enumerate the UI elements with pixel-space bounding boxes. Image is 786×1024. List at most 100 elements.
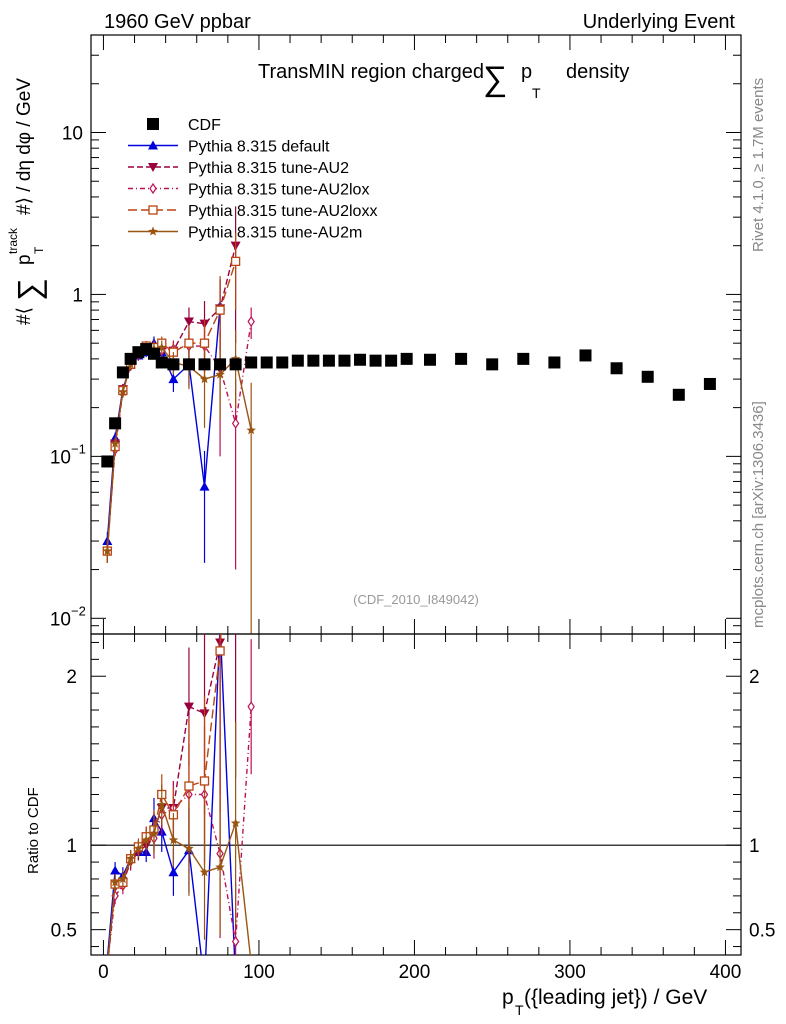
ylabel-sum: ∑ xyxy=(11,278,47,301)
ratio-point xyxy=(247,701,255,713)
ratio-point xyxy=(149,828,159,838)
x-tick-label: 100 xyxy=(243,962,275,983)
legend-marker xyxy=(147,118,159,130)
legend-item-CDF: CDF xyxy=(147,117,221,134)
data-point xyxy=(168,374,179,384)
ratio-point xyxy=(184,781,194,791)
data-point xyxy=(400,352,413,365)
ratio-point xyxy=(231,98,241,107)
legend-item-AU2: Pythia 8.315 tune-AU2 xyxy=(128,160,349,177)
series-line-AU2 xyxy=(106,245,237,552)
ratio-y-tick-label: 2 xyxy=(66,667,77,688)
x-tick-label: 0 xyxy=(98,962,109,983)
legend-label: CDF xyxy=(188,117,221,134)
data-point xyxy=(101,455,114,468)
ratio-y-ticks xyxy=(91,641,741,948)
main-data xyxy=(101,206,716,634)
x-ticks xyxy=(102,634,726,955)
data-point xyxy=(369,354,382,367)
legend-item-AU2m: Pythia 8.315 tune-AU2m xyxy=(128,225,362,242)
data-point xyxy=(548,356,561,369)
title-sum: ∑ xyxy=(483,60,507,98)
y-ticks xyxy=(91,34,741,635)
data-point xyxy=(260,356,273,369)
y-tick-label: 1 xyxy=(72,285,83,306)
data-point xyxy=(155,356,168,369)
data-point xyxy=(102,536,113,546)
ratio-point xyxy=(199,776,210,786)
ratio-y-tick-label-right: 0.5 xyxy=(749,921,775,942)
data-point xyxy=(455,352,468,365)
data-point xyxy=(579,349,592,362)
legend-label: Pythia 8.315 tune-AU2 xyxy=(188,160,349,177)
ratio-point xyxy=(231,975,241,984)
y-tick-exp: −2 xyxy=(71,603,86,618)
xlabel-sub: T xyxy=(515,1002,524,1018)
y-tick-base: 10 xyxy=(50,447,71,468)
ratio-point xyxy=(184,843,194,853)
ratio-y-label: Ratio to CDF xyxy=(25,787,42,874)
data-point xyxy=(641,370,654,383)
legend-marker xyxy=(148,226,158,236)
data-point xyxy=(198,358,211,371)
series-line-AU2m xyxy=(106,346,252,552)
ratio-point xyxy=(215,621,225,630)
side-label-bottom: mcplots.cern.ch [arXiv:1306.3436] xyxy=(750,401,767,628)
x-tick-label: 300 xyxy=(554,962,586,983)
x-tick-label: 400 xyxy=(710,962,742,983)
xlabel-p: p xyxy=(502,986,514,1009)
data-point xyxy=(110,438,120,448)
ylabel-post: #⟩ / dη dφ / GeV xyxy=(14,78,35,215)
data-point xyxy=(199,481,210,491)
data-point xyxy=(230,256,241,267)
y-tick-base: 1 xyxy=(72,285,83,306)
header-left: 1960 GeV ppbar xyxy=(104,11,251,33)
legend-label: Pythia 8.315 tune-AU2lox xyxy=(188,182,369,199)
y-tick-label: 10 −2 xyxy=(50,603,86,630)
ratio-point xyxy=(168,867,179,877)
ratio-point xyxy=(133,843,144,853)
ratio-point xyxy=(215,862,225,872)
ratio-point xyxy=(141,835,151,845)
title-post: density xyxy=(566,61,629,83)
data-point xyxy=(610,362,623,375)
data-point xyxy=(486,358,499,371)
ratio-point xyxy=(200,979,210,988)
ratio-data xyxy=(107,98,255,988)
title-p: p xyxy=(521,61,532,83)
legend-label: Pythia 8.315 tune-AU2loxx xyxy=(188,203,377,220)
data-point xyxy=(167,358,180,371)
ratio-point xyxy=(230,818,241,828)
side-label-top: Rivet 4.1.0, ≥ 1.7M events xyxy=(750,78,767,252)
y-axis-label: #⟨ ∑ p track T #⟩ / dη dφ / GeV xyxy=(6,78,47,325)
ratio-y-tick-label-right: 2 xyxy=(749,667,760,688)
y-tick-label: 10 xyxy=(62,123,83,144)
data-point xyxy=(215,305,225,315)
legend-item-default: Pythia 8.315 default xyxy=(128,139,330,156)
y-tick-exp: −1 xyxy=(71,441,86,456)
series-AU2loxx xyxy=(102,232,241,563)
y-tick-base: 10 xyxy=(62,123,83,144)
ylabel-sub: T xyxy=(32,246,46,254)
legend-marker xyxy=(148,140,158,150)
x-axis-label: p T ({leading jet}) / GeV xyxy=(502,986,707,1018)
ylabel-sup: track xyxy=(6,227,20,254)
ratio-point xyxy=(157,799,167,809)
data-point xyxy=(184,338,194,348)
legend: CDF Pythia 8.315 default Pythia 8.315 tune… xyxy=(128,117,377,242)
data-point xyxy=(214,358,227,371)
data-point xyxy=(245,356,258,369)
y-tick-base: 10 xyxy=(50,609,71,630)
legend-label: Pythia 8.315 tune-AU2m xyxy=(188,225,362,242)
ratio-point xyxy=(215,646,225,656)
data-point xyxy=(703,377,716,390)
series-AU2m xyxy=(102,330,256,634)
ratio-point xyxy=(110,877,120,887)
data-point xyxy=(338,354,351,367)
header-right: Underlying Event xyxy=(583,11,736,33)
ratio-point xyxy=(110,865,121,875)
legend-marker xyxy=(148,205,158,215)
ratio-y-tick-label-right: 1 xyxy=(749,836,760,857)
ratio-point xyxy=(168,835,179,845)
legend-marker xyxy=(148,163,158,172)
